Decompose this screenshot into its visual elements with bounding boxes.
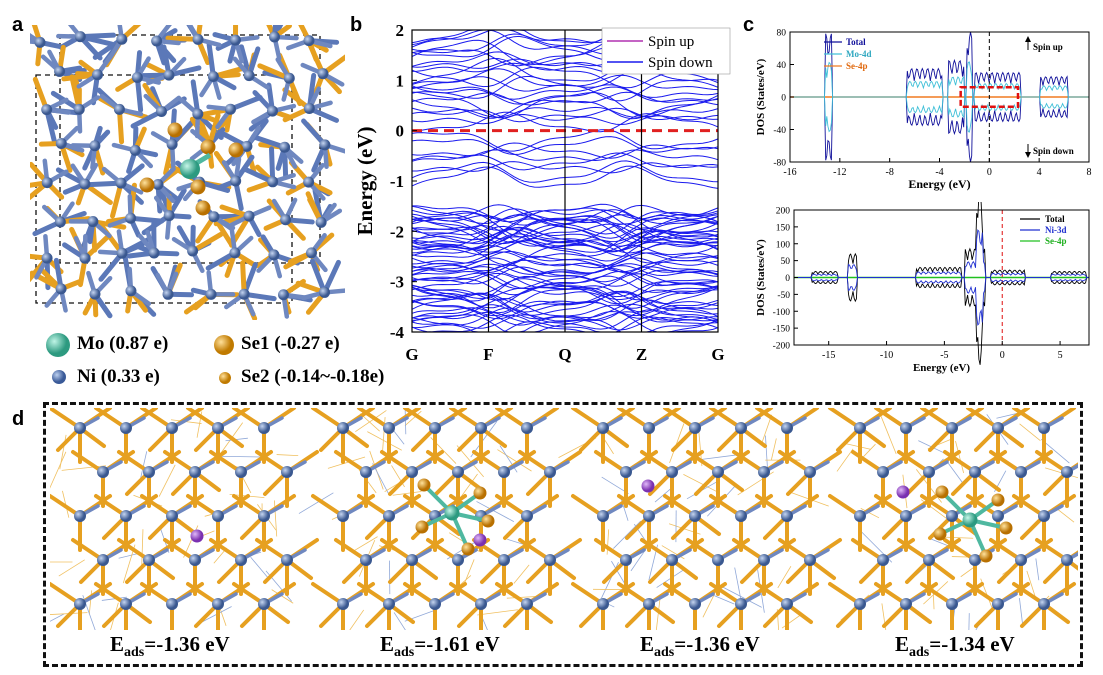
se2-atom-icon: [219, 372, 231, 384]
y-tick-label: 0: [396, 122, 405, 141]
panel-label-b: b: [350, 14, 363, 36]
adsorption-structure-4: [828, 408, 1078, 630]
y-tick-label: 0: [781, 94, 786, 104]
band-legend: Spin up Spin down: [601, 27, 731, 75]
y-tick-label: -2: [390, 222, 404, 241]
y-tick-label: -200: [773, 342, 791, 352]
eads-2: Eads=-1.61 eV: [380, 632, 500, 661]
adsorbate-atom: [896, 485, 910, 499]
x-axis-label: Energy (eV): [908, 177, 970, 191]
mo-dopant-atom: [444, 505, 460, 521]
ni-atom-icon: [52, 370, 66, 384]
adsorbate-atom: [473, 533, 487, 547]
y-tick-label: 40: [777, 61, 787, 71]
x-tick-label: Z: [636, 345, 647, 364]
x-axis-label: Energy (eV): [913, 362, 970, 374]
x-tick-label: 0: [987, 167, 992, 178]
eads-4: Eads=-1.34 eV: [895, 632, 1015, 661]
eads-1: Eads=-1.36 eV: [110, 632, 230, 661]
adsorption-structures: [50, 408, 1078, 630]
panel-label-c: c: [743, 14, 755, 36]
y-axis-label: Energy (eV): [353, 126, 377, 235]
y-tick-label: -100: [773, 308, 791, 318]
x-tick-label: -15: [822, 350, 835, 361]
y-tick-label: -3: [390, 273, 404, 292]
y-tick-label: 0: [785, 274, 790, 284]
highlight-box: [959, 86, 1020, 108]
legend-se1: Se1 (-0.27 e): [241, 333, 340, 354]
y-tick-label: -40: [773, 126, 786, 136]
adsorption-structure-1: [50, 408, 319, 630]
legend-spin-down: Spin down: [648, 55, 713, 71]
mo-atom-icon: [46, 333, 70, 357]
x-tick-label: G: [405, 345, 418, 364]
legend-spin-up: Spin up: [648, 34, 694, 50]
panel-label-a: a: [12, 14, 24, 36]
legend-se4p: Se-4p: [1045, 236, 1067, 246]
atom-legend: Mo (0.87 e) Se1 (-0.27 e) Ni (0.33 e) Se…: [45, 330, 384, 390]
y-tick-label: -150: [773, 325, 791, 335]
adsorbate-atom: [190, 529, 204, 543]
legend-mo: Mo (0.87 e): [77, 333, 169, 354]
annotation-spin-up: Spin up: [1033, 42, 1063, 52]
x-tick-label: 8: [1087, 167, 1092, 178]
x-tick-label: F: [483, 345, 493, 364]
adsorbate-atom: [641, 479, 655, 493]
y-axis-label: DOS (States/eV): [755, 239, 767, 316]
adsorption-structure-3: [558, 408, 842, 630]
legend-se4p: Se-4p: [846, 61, 868, 71]
y-tick-label: 2: [396, 21, 405, 40]
y-tick-label: -4: [390, 323, 405, 342]
dos-legend-top: Total Mo-4d Se-4p: [824, 37, 872, 71]
annotation-spin-down: Spin down: [1033, 146, 1074, 156]
dos-legend-bottom: Total Ni-3d Se-4p: [1020, 214, 1067, 246]
legend-ni3d: Ni-3d: [1045, 225, 1067, 235]
adsorption-structure-2: [298, 408, 582, 630]
y-tick-label: -50: [777, 291, 790, 301]
band-structure-chart: -4 -3 -2 -1 0 1 2 G F Q Z G Energy (eV) Spin up Sp…: [353, 21, 731, 364]
high-symmetry-lines: [487, 30, 643, 332]
x-tick-label: -12: [833, 167, 846, 178]
se1-atom-icon: [214, 335, 234, 355]
y-tick-label: -80: [773, 159, 786, 169]
y-tick-label: 80: [777, 29, 787, 39]
y-tick-label: 100: [776, 240, 791, 250]
x-tick-label: Q: [558, 345, 571, 364]
mo-dopant-atom: [180, 159, 200, 179]
legend-total: Total: [846, 37, 866, 47]
legend-se2: Se2 (-0.14~-0.18e): [241, 366, 385, 387]
x-tick-label: -8: [885, 167, 893, 178]
eads-3: Eads=-1.36 eV: [640, 632, 760, 661]
adsorption-panel: [43, 402, 1083, 667]
panel-label-d: d: [12, 408, 25, 430]
crystal-structure-view: [30, 25, 345, 320]
y-axis-label: DOS (States/eV): [755, 58, 767, 135]
legend-total: Total: [1045, 214, 1065, 224]
x-tick-label: -10: [880, 350, 893, 361]
y-tick-label: 50: [781, 257, 791, 267]
y-tick-label: 1: [396, 71, 405, 90]
x-tick-label: -5: [940, 350, 948, 361]
dos-curve: [790, 96, 1089, 133]
y-tick-label: 200: [776, 207, 791, 217]
mo-dopant-atom: [962, 512, 978, 528]
legend-ni: Ni (0.33 e): [77, 366, 160, 387]
y-tick-label: 150: [776, 223, 791, 233]
dos-curve: [794, 277, 1089, 326]
x-tick-label: -16: [783, 167, 796, 178]
x-tick-label: 0: [1000, 350, 1005, 361]
y-tick-label: -1: [390, 172, 404, 191]
legend-mo4d: Mo-4d: [846, 49, 872, 59]
x-tick-label: -4: [935, 167, 943, 178]
x-tick-label: G: [711, 345, 724, 364]
x-tick-label: 4: [1037, 167, 1042, 178]
x-tick-label: 5: [1058, 350, 1063, 361]
